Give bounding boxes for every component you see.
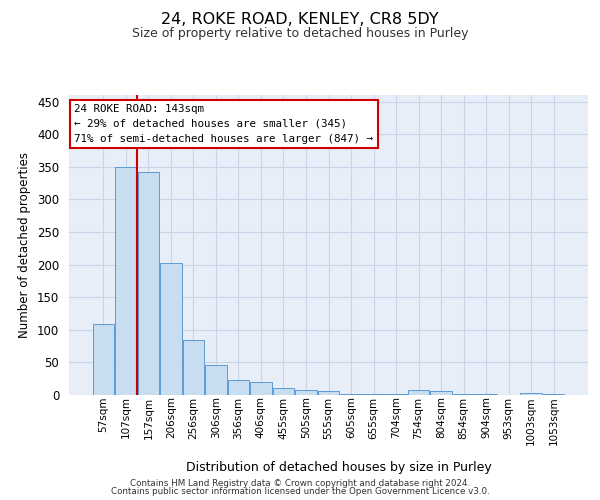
Bar	[453, 394, 475, 395]
Bar	[115, 168, 137, 395]
Bar	[92, 324, 114, 395]
Bar	[385, 394, 407, 395]
Text: 24 ROKE ROAD: 143sqm
← 29% of detached houses are smaller (345)
71% of semi-deta: 24 ROKE ROAD: 143sqm ← 29% of detached h…	[74, 104, 373, 144]
Bar	[363, 394, 384, 395]
Bar	[295, 390, 317, 395]
Text: Contains public sector information licensed under the Open Government Licence v3: Contains public sector information licen…	[110, 487, 490, 496]
Bar	[520, 393, 542, 395]
Bar	[273, 388, 294, 395]
Text: Size of property relative to detached houses in Purley: Size of property relative to detached ho…	[132, 28, 468, 40]
Y-axis label: Number of detached properties: Number of detached properties	[19, 152, 31, 338]
Bar	[205, 365, 227, 395]
Bar	[318, 391, 339, 395]
Text: 24, ROKE ROAD, KENLEY, CR8 5DY: 24, ROKE ROAD, KENLEY, CR8 5DY	[161, 12, 439, 28]
Bar	[475, 394, 497, 395]
Bar	[228, 380, 249, 395]
Bar	[340, 394, 362, 395]
Text: Contains HM Land Registry data © Crown copyright and database right 2024.: Contains HM Land Registry data © Crown c…	[130, 478, 470, 488]
Bar	[137, 172, 159, 395]
Bar	[160, 264, 182, 395]
Bar	[430, 391, 452, 395]
Bar	[250, 382, 272, 395]
Text: Distribution of detached houses by size in Purley: Distribution of detached houses by size …	[186, 461, 492, 474]
Bar	[182, 340, 204, 395]
Bar	[408, 390, 429, 395]
Bar	[543, 394, 565, 395]
